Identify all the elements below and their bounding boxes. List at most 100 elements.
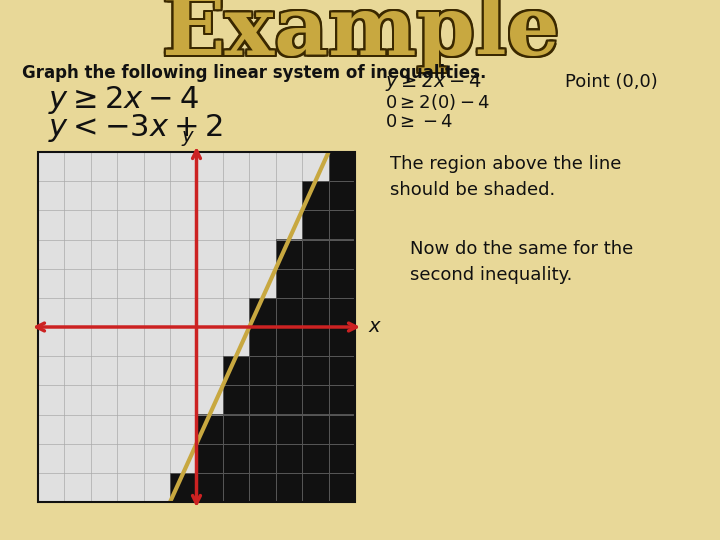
Text: $0 \geq -4$: $0 \geq -4$ (385, 113, 453, 131)
Bar (117, 298, 144, 327)
Bar (276, 269, 302, 298)
Bar (249, 327, 276, 356)
Bar (276, 356, 302, 386)
Bar (64, 444, 91, 473)
Bar (249, 298, 276, 327)
Bar (91, 386, 117, 415)
Text: Example: Example (163, 0, 562, 74)
Bar (38, 152, 355, 502)
Bar (170, 269, 197, 298)
Bar (170, 211, 197, 240)
Bar (197, 415, 223, 444)
Bar (170, 444, 197, 473)
Bar (302, 356, 328, 386)
Bar (64, 152, 91, 181)
Text: Example: Example (158, 0, 557, 70)
Bar (328, 473, 355, 502)
Bar (91, 269, 117, 298)
Text: Example: Example (161, 0, 559, 72)
Text: Now do the same for the
second inequality.: Now do the same for the second inequalit… (410, 240, 634, 285)
Bar (197, 269, 223, 298)
Bar (328, 240, 355, 269)
Text: Example: Example (160, 0, 558, 70)
Bar (249, 211, 276, 240)
Bar (170, 386, 197, 415)
Bar (223, 327, 249, 356)
Bar (64, 386, 91, 415)
Bar (328, 356, 355, 386)
Bar (117, 386, 144, 415)
Bar (223, 269, 249, 298)
Bar (144, 356, 170, 386)
Bar (197, 181, 223, 211)
Bar (64, 415, 91, 444)
Bar (223, 240, 249, 269)
Bar (302, 356, 328, 386)
Bar (276, 152, 302, 181)
Text: $y \geq 2x - 4$: $y \geq 2x - 4$ (385, 71, 482, 93)
Bar (170, 473, 197, 502)
Bar (223, 444, 249, 473)
Bar (328, 240, 355, 269)
Bar (328, 181, 355, 211)
Bar (91, 240, 117, 269)
Bar (249, 298, 276, 327)
Bar (328, 298, 355, 327)
Bar (249, 444, 276, 473)
Bar (223, 415, 249, 444)
Bar (144, 386, 170, 415)
Text: $y$: $y$ (181, 129, 196, 147)
Bar (144, 444, 170, 473)
Bar (302, 327, 328, 356)
Bar (117, 269, 144, 298)
Bar (38, 386, 64, 415)
Bar (38, 211, 64, 240)
Bar (117, 211, 144, 240)
Bar (328, 211, 355, 240)
Bar (276, 211, 302, 240)
Bar (38, 327, 64, 356)
Bar (91, 327, 117, 356)
Bar (117, 473, 144, 502)
Bar (144, 181, 170, 211)
Text: $x$: $x$ (368, 318, 382, 336)
Bar (38, 269, 64, 298)
Bar (170, 152, 197, 181)
Bar (38, 152, 64, 181)
Bar (302, 240, 328, 269)
Bar (302, 327, 328, 356)
Bar (249, 415, 276, 444)
Bar (249, 473, 276, 502)
Bar (144, 240, 170, 269)
Bar (276, 240, 302, 269)
Text: $y \geq 2x - 4$: $y \geq 2x - 4$ (48, 84, 199, 116)
Bar (223, 211, 249, 240)
Bar (197, 386, 223, 415)
Bar (276, 473, 302, 502)
Bar (223, 415, 249, 444)
Bar (223, 473, 249, 502)
Bar (117, 327, 144, 356)
Bar (328, 386, 355, 415)
Bar (223, 356, 249, 386)
Bar (328, 152, 355, 181)
Text: Point (0,0): Point (0,0) (565, 73, 658, 91)
Bar (223, 444, 249, 473)
Bar (170, 298, 197, 327)
Bar (170, 240, 197, 269)
Bar (249, 356, 276, 386)
Bar (276, 386, 302, 415)
Bar (276, 298, 302, 327)
Bar (328, 356, 355, 386)
Bar (91, 152, 117, 181)
Bar (117, 415, 144, 444)
Bar (302, 444, 328, 473)
Bar (276, 473, 302, 502)
Bar (302, 298, 328, 327)
Text: Example: Example (162, 0, 560, 70)
Bar (197, 473, 223, 502)
Bar (197, 327, 223, 356)
Text: $y < -3x + 2$: $y < -3x + 2$ (48, 112, 223, 144)
Bar (197, 240, 223, 269)
Bar (91, 211, 117, 240)
